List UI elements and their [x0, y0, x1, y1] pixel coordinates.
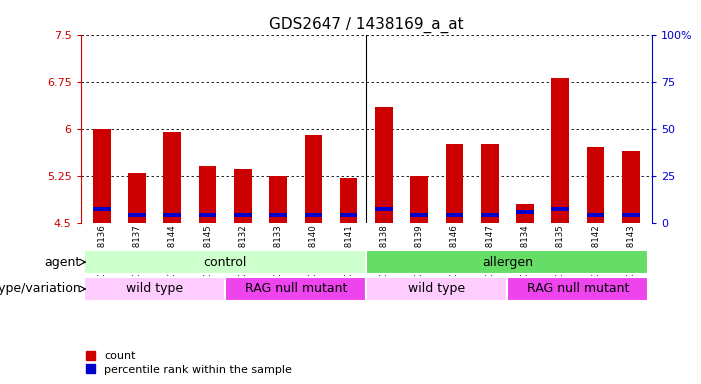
Text: wild type: wild type: [408, 283, 465, 295]
Bar: [304, 135, 322, 223]
Bar: [375, 207, 393, 211]
Bar: [128, 172, 146, 223]
Bar: [481, 214, 498, 217]
Text: RAG null mutant: RAG null mutant: [526, 283, 629, 295]
Bar: [375, 107, 393, 223]
Bar: [269, 176, 287, 223]
Bar: [410, 176, 428, 223]
Title: GDS2647 / 1438169_a_at: GDS2647 / 1438169_a_at: [269, 17, 463, 33]
Bar: [84, 250, 367, 274]
Bar: [269, 214, 287, 217]
Text: wild type: wild type: [126, 283, 183, 295]
Text: genotype/variation: genotype/variation: [0, 283, 81, 295]
Bar: [340, 177, 358, 223]
Bar: [587, 214, 604, 217]
Bar: [446, 144, 463, 223]
Bar: [234, 169, 252, 223]
Bar: [622, 151, 639, 223]
Bar: [199, 214, 217, 217]
Bar: [234, 214, 252, 217]
Bar: [199, 166, 217, 223]
Bar: [93, 129, 111, 223]
Bar: [84, 277, 225, 301]
Legend: count, percentile rank within the sample: count, percentile rank within the sample: [86, 351, 292, 375]
Text: agent: agent: [44, 256, 81, 268]
Bar: [304, 214, 322, 217]
Text: RAG null mutant: RAG null mutant: [245, 283, 347, 295]
Bar: [516, 210, 533, 214]
Bar: [587, 147, 604, 223]
Bar: [552, 78, 569, 223]
Bar: [367, 277, 508, 301]
Bar: [93, 207, 111, 211]
Bar: [163, 132, 181, 223]
Bar: [508, 277, 648, 301]
Bar: [516, 204, 533, 223]
Text: allergen: allergen: [482, 256, 533, 268]
Bar: [367, 250, 648, 274]
Bar: [410, 214, 428, 217]
Bar: [225, 277, 367, 301]
Bar: [340, 214, 358, 217]
Bar: [128, 214, 146, 217]
Text: control: control: [203, 256, 247, 268]
Bar: [163, 214, 181, 217]
Bar: [552, 207, 569, 211]
Bar: [446, 214, 463, 217]
Bar: [622, 214, 639, 217]
Bar: [481, 144, 498, 223]
